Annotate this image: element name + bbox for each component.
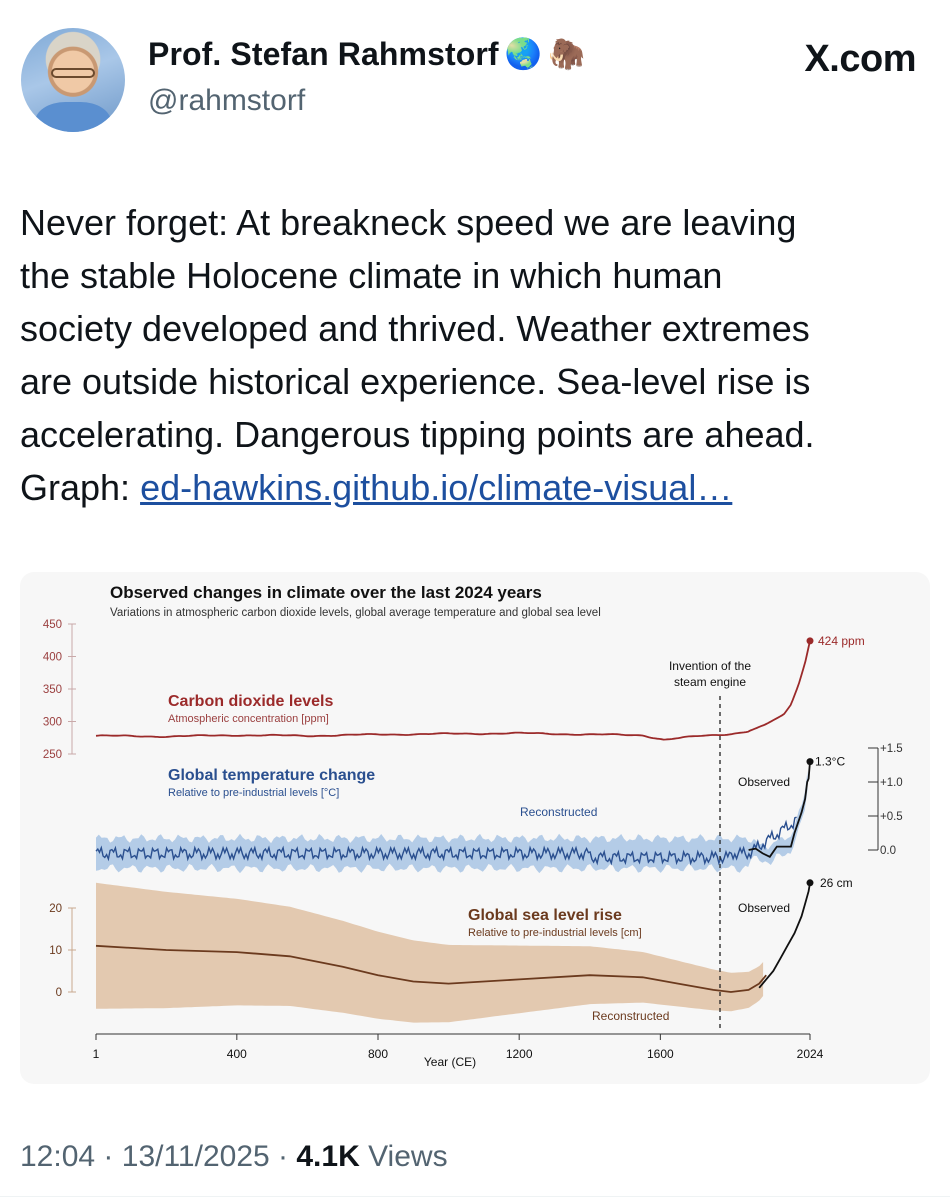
sea-reconstructed-label: Reconstructed: [592, 1009, 669, 1023]
graph-prefix: Graph:: [20, 467, 141, 508]
tweet-line: are outside historical experience. Sea-l…: [20, 361, 811, 402]
temp-observed-line: [748, 761, 811, 858]
tweet-text: Never forget: At breakneck speed we are …: [20, 196, 935, 514]
sea-tick-label: 10: [49, 945, 62, 957]
author-name-row[interactable]: Prof. Stefan Rahmstorf 🌏 🦣: [148, 36, 585, 73]
temp-uncertainty-band: [96, 771, 808, 874]
tweet-line: accelerating. Dangerous tipping points a…: [20, 414, 815, 455]
views-count: 4.1K: [296, 1140, 360, 1173]
temp-end-label: 1.3°C: [815, 755, 845, 769]
x-axis-label: Year (CE): [424, 1055, 476, 1069]
sea-panel-sublabel: Relative to pre-industrial levels [cm]: [468, 927, 642, 939]
tweet-time[interactable]: 12:04: [20, 1140, 96, 1173]
sea-observed-line: [758, 882, 811, 989]
steam-engine-label: steam engine: [674, 675, 746, 689]
temp-tick-label: +1.5: [880, 743, 903, 755]
steam-engine-label: Invention of the: [669, 659, 751, 673]
author-handle[interactable]: @rahmstorf: [148, 84, 306, 117]
chart-card[interactable]: Observed changes in climate over the las…: [20, 572, 930, 1084]
sea-reconstructed-line: [95, 944, 767, 993]
temp-tick-label: +1.0: [880, 777, 903, 789]
temp-tick-label: 0.0: [880, 845, 896, 857]
sea-tick-label: 0: [56, 987, 62, 999]
tweet-line: society developed and thrived. Weather e…: [20, 308, 810, 349]
sea-uncertainty-band: [96, 882, 764, 1023]
author-name[interactable]: Prof. Stefan Rahmstorf: [148, 36, 499, 72]
tweet-meta: 12:04 · 13/11/2025 · 4.1K Views: [20, 1140, 448, 1174]
temp-observed-label: Observed: [738, 775, 790, 789]
sea-panel-title: Global sea level rise: [468, 907, 622, 924]
temp-reconstructed-line: [95, 816, 797, 866]
avatar-shirt: [35, 102, 111, 132]
meta-separator: ·: [103, 1140, 114, 1173]
temp-panel-title: Global temperature change: [168, 767, 375, 784]
co2-tick-label: 350: [43, 684, 62, 696]
x-tick-label: 1: [93, 1047, 100, 1061]
co2-end-point: [806, 637, 814, 645]
co2-tick-label: 300: [43, 717, 62, 729]
tweet-graph-line: Graph: ed-hawkins.github.io/climate-visu…: [20, 461, 935, 514]
co2-series-line: [95, 640, 811, 741]
x-tick-label: 1200: [506, 1047, 533, 1061]
temp-reconstructed-label: Reconstructed: [520, 805, 597, 819]
temp-panel-sublabel: Relative to pre-industrial levels [°C]: [168, 787, 339, 799]
co2-panel-sublabel: Atmospheric concentration [ppm]: [168, 713, 329, 725]
temp-end-point: [806, 758, 814, 766]
co2-tick-label: 250: [43, 749, 62, 761]
sea-observed-label: Observed: [738, 901, 790, 915]
x-tick-label: 1600: [647, 1047, 674, 1061]
chart-title: Observed changes in climate over the las…: [110, 583, 542, 602]
x-tick-label: 800: [368, 1047, 388, 1061]
meta-separator: ·: [278, 1140, 289, 1173]
x-logo: X.com: [804, 38, 916, 80]
co2-end-label: 424 ppm: [818, 634, 865, 648]
views-label: Views: [368, 1140, 448, 1173]
climate-chart: Observed changes in climate over the las…: [43, 583, 903, 1069]
tweet-line: the stable Holocene climate in which hum…: [20, 255, 723, 296]
co2-tick-label: 450: [43, 619, 62, 631]
avatar-glasses: [51, 68, 95, 78]
co2-panel-title: Carbon dioxide levels: [168, 693, 333, 710]
temp-tick-label: +0.5: [880, 811, 903, 823]
x-tick-label: 2024: [797, 1047, 824, 1061]
globe-emoji-icon: 🌏: [504, 37, 543, 72]
sea-tick-label: 20: [49, 903, 62, 915]
author-avatar[interactable]: [21, 28, 125, 132]
x-tick-label: 400: [227, 1047, 247, 1061]
chart-subtitle: Variations in atmospheric carbon dioxide…: [110, 607, 601, 619]
tweet-date[interactable]: 13/11/2025: [121, 1140, 270, 1173]
co2-tick-label: 400: [43, 652, 62, 664]
sea-end-point: [806, 879, 814, 887]
graph-link[interactable]: ed-hawkins.github.io/climate-visual…: [140, 467, 733, 508]
bottom-divider: [0, 1196, 950, 1197]
sea-end-label: 26 cm: [820, 876, 853, 890]
mammoth-emoji-icon: 🦣: [548, 37, 586, 72]
tweet-line: Never forget: At breakneck speed we are …: [20, 202, 797, 243]
